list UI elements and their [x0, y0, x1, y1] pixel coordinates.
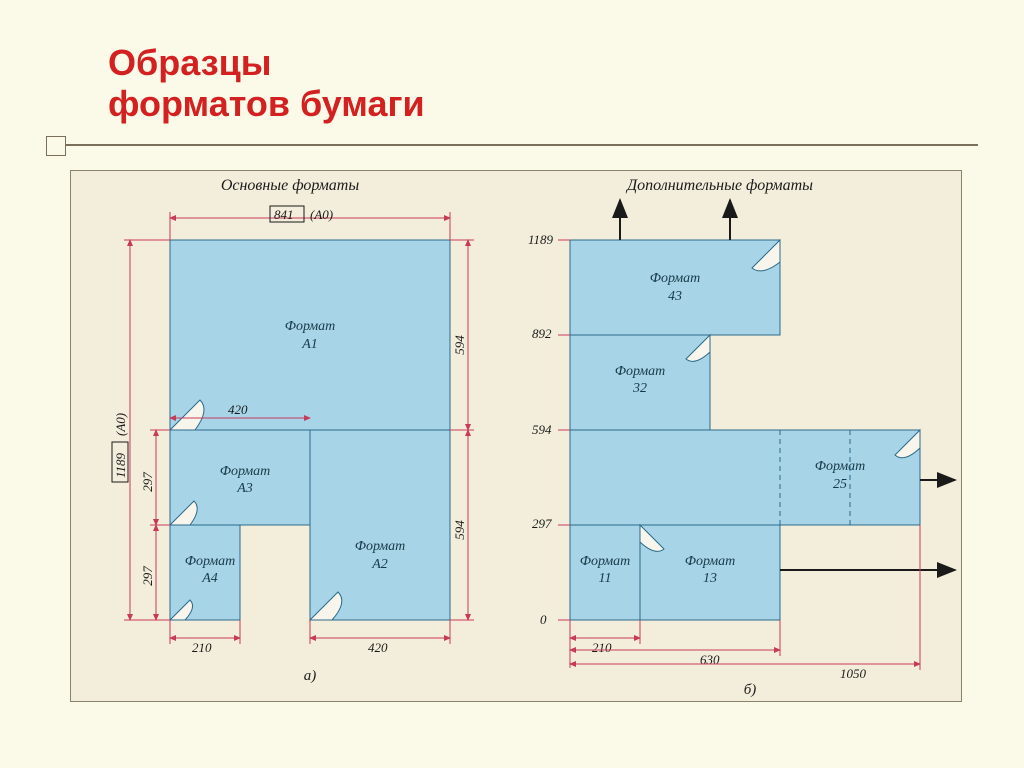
right-header: Дополнительные форматы — [625, 177, 813, 194]
rule-box — [46, 136, 66, 156]
right-sublabel: б) — [744, 682, 757, 698]
dim-1189-note: (A0) — [113, 413, 128, 436]
dim-1189: 1189 — [113, 452, 128, 478]
f43-label2: 43 — [668, 289, 682, 304]
f13-label1: Формат — [685, 554, 736, 569]
dim-297-bot: 297 — [140, 566, 155, 586]
page-title: Образцы форматов бумаги — [108, 42, 425, 125]
format-43 — [570, 240, 780, 335]
paper-formats-diagram: Основные форматы Формат A1 Формат A2 Фор… — [70, 170, 960, 700]
x630: 630 — [700, 652, 720, 667]
f32-label1: Формат — [615, 364, 666, 379]
f43-label1: Формат — [650, 271, 701, 286]
dim-841-note: (A0) — [310, 207, 333, 222]
dim-594-top: 594 — [452, 335, 467, 355]
f13-label2: 13 — [703, 571, 717, 586]
y594: 594 — [532, 422, 552, 437]
y297: 297 — [532, 516, 552, 531]
a4-label2: A4 — [201, 571, 218, 586]
a2-label1: Формат — [355, 539, 406, 554]
format-a1 — [170, 240, 450, 430]
dim-594-bot: 594 — [452, 520, 467, 540]
f11-label2: 11 — [599, 571, 612, 586]
x210: 210 — [592, 640, 612, 655]
x1050: 1050 — [840, 666, 867, 681]
dim-420-top: 420 — [228, 402, 248, 417]
right-diagram: Дополнительные форматы Формат 43 Формат … — [528, 177, 955, 698]
dim-297-top: 297 — [140, 472, 155, 492]
rule-line — [46, 144, 978, 146]
a1-label1: Формат — [285, 319, 336, 334]
a4-label1: Формат — [185, 554, 236, 569]
f11-label1: Формат — [580, 554, 631, 569]
title-line-2: форматов бумаги — [108, 83, 425, 124]
left-header: Основные форматы — [221, 177, 360, 194]
dim-841: 841 — [274, 207, 294, 222]
title-line-1: Образцы — [108, 42, 271, 83]
a3-label1: Формат — [220, 464, 271, 479]
f25-label2: 25 — [833, 477, 847, 492]
a1-label2: A1 — [301, 337, 318, 352]
f25-label1: Формат — [815, 459, 866, 474]
left-diagram: Основные форматы Формат A1 Формат A2 Фор… — [112, 177, 474, 684]
y1189: 1189 — [528, 232, 554, 247]
y892: 892 — [532, 326, 552, 341]
format-25 — [570, 430, 920, 525]
dim-210: 210 — [192, 640, 212, 655]
f32-label2: 32 — [632, 381, 647, 396]
a2-label2: A2 — [371, 557, 388, 572]
a3-label2: A3 — [236, 481, 253, 496]
left-sublabel: a) — [304, 668, 317, 684]
format-a2 — [310, 430, 450, 620]
dim-420-bot: 420 — [368, 640, 388, 655]
y0: 0 — [540, 612, 547, 627]
